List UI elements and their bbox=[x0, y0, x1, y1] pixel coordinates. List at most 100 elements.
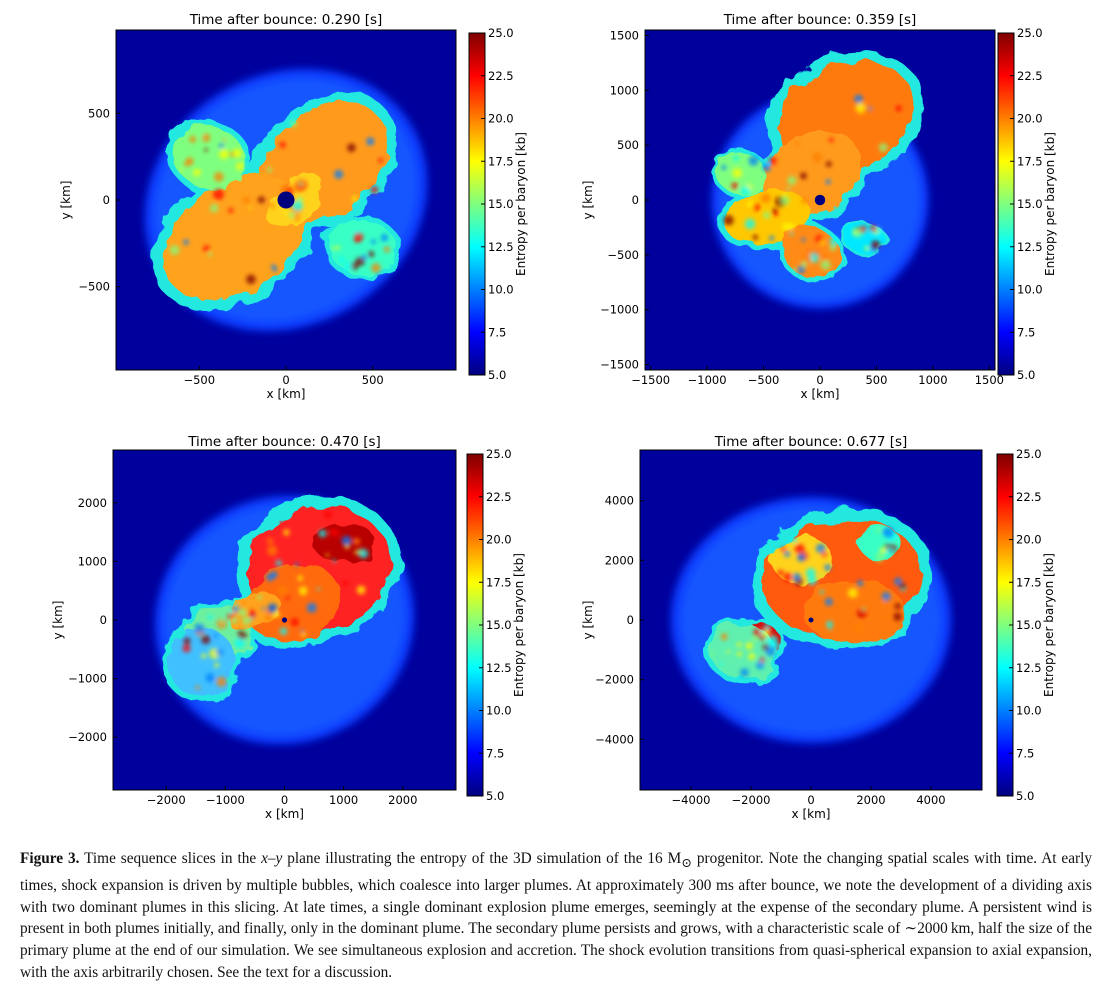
colorbar-tick-label: 20.0 bbox=[1016, 533, 1042, 547]
x-tick-label: 500 bbox=[865, 373, 887, 387]
turbulent-structure bbox=[710, 527, 907, 677]
plume-lobes bbox=[163, 102, 397, 301]
colorbar-tick-label: 25.0 bbox=[1017, 26, 1043, 40]
x-tick-label: 4000 bbox=[916, 793, 945, 807]
x-axis-label: x [km] bbox=[792, 807, 831, 821]
x-tick-label: 0 bbox=[816, 373, 823, 387]
proto-neutron-star bbox=[808, 617, 814, 623]
colorbar-label: Entropy per baryon [kb] bbox=[512, 553, 526, 697]
colorbar-tick-label: 5.0 bbox=[1017, 368, 1035, 382]
colorbar-tick-label: 25.0 bbox=[1016, 447, 1042, 461]
plume-lobe bbox=[246, 563, 341, 642]
colorbar-tick-label: 22.5 bbox=[488, 69, 514, 83]
colorbar-tick-label: 7.5 bbox=[1016, 746, 1034, 760]
y-tick-label: 2000 bbox=[605, 553, 634, 567]
colorbar-tick-label: 10.0 bbox=[1017, 283, 1043, 297]
colorbar-tick-label: 22.5 bbox=[1017, 69, 1043, 83]
sun-symbol: ⊙ bbox=[681, 856, 692, 871]
colorbar-tick-label: 25.0 bbox=[486, 447, 512, 461]
colorbar-tick-label: 25.0 bbox=[488, 26, 514, 40]
y-tick-label: 500 bbox=[617, 138, 639, 152]
figure-caption: Figure 3. Time sequence slices in the x–… bbox=[20, 848, 1092, 984]
entropy-slice-image bbox=[144, 68, 428, 332]
panel-4: −4000 −2000 0 2000 4000 −4000 −2000 0 2000 4000 Ti… bbox=[581, 434, 1056, 821]
y-tick-label: 1500 bbox=[610, 28, 639, 42]
y-axis-label: y [km] bbox=[581, 601, 595, 640]
colorbar-tick-label: 12.5 bbox=[1016, 661, 1042, 675]
caption-text-after: progenitor. Note the changing spatial sc… bbox=[20, 850, 1092, 982]
y-tick-label: 0 bbox=[103, 193, 110, 207]
colorbar-label: Entropy per baryon [kb] bbox=[514, 132, 528, 276]
colorbar-tick-label: 7.5 bbox=[486, 746, 504, 760]
x-tick-label: 1500 bbox=[975, 373, 1004, 387]
proto-neutron-star bbox=[277, 191, 295, 209]
colorbar-tick-label: 15.0 bbox=[1016, 618, 1042, 632]
x-tick-label: −2000 bbox=[732, 793, 771, 807]
y-tick-label: −2000 bbox=[68, 730, 107, 744]
colorbar-tick-label: 5.0 bbox=[1016, 789, 1034, 803]
colorbar-tick-label: 20.0 bbox=[488, 112, 514, 126]
y-tick-label: 2000 bbox=[78, 496, 107, 510]
colorbar-tick-label: 10.0 bbox=[488, 283, 514, 297]
colorbar-tick-label: 17.5 bbox=[488, 154, 514, 168]
colorbar-tick-label: 7.5 bbox=[488, 325, 506, 339]
colorbar-tick-label: 15.0 bbox=[1017, 197, 1043, 211]
y-axis-label: y [km] bbox=[51, 601, 65, 640]
colorbar-tick-label: 22.5 bbox=[486, 490, 512, 504]
x-tick-label: 0 bbox=[807, 793, 814, 807]
y-tick-label: −4000 bbox=[595, 732, 634, 746]
x-tick-label: −4000 bbox=[672, 793, 711, 807]
colorbar-tick-label: 20.0 bbox=[1017, 112, 1043, 126]
panel-title: Time after bounce: 0.677 [s] bbox=[714, 434, 908, 450]
turbulent-structure bbox=[182, 510, 369, 690]
entropy-slice-image bbox=[670, 496, 952, 744]
colorbar-tick-label: 20.0 bbox=[486, 533, 512, 547]
colorbar-tick-label: 15.0 bbox=[488, 197, 514, 211]
x-tick-label: −1000 bbox=[206, 793, 245, 807]
y-axis-label: y [km] bbox=[59, 181, 73, 220]
x-tick-label: −500 bbox=[183, 373, 215, 387]
proto-neutron-star bbox=[814, 194, 826, 206]
x-tick-label: 0 bbox=[281, 793, 288, 807]
entropy-slice-image bbox=[154, 494, 415, 745]
colorbar-tick-label: 12.5 bbox=[1017, 240, 1043, 254]
colorbar-tick-label: 10.0 bbox=[1016, 704, 1042, 718]
x-axis-label: x [km] bbox=[801, 387, 840, 401]
caption-plane: x–y bbox=[261, 850, 283, 867]
y-tick-label: 4000 bbox=[605, 494, 634, 508]
caption-label: Figure 3. bbox=[20, 850, 80, 867]
panel-1: −500 0 500 −500 0 500 Time after bounce: 0.290… bbox=[59, 12, 528, 401]
y-tick-label: 1000 bbox=[78, 554, 107, 568]
turbulent-structure bbox=[721, 94, 902, 274]
x-tick-label: 1000 bbox=[329, 793, 358, 807]
entropy-slice-image bbox=[711, 51, 929, 309]
proto-neutron-star bbox=[281, 617, 288, 623]
x-tick-label: 1000 bbox=[918, 373, 947, 387]
colorbar-label: Entropy per baryon [kb] bbox=[1042, 553, 1056, 697]
colorbar-tick-label: 10.0 bbox=[486, 704, 512, 718]
colorbar-tick-label: 17.5 bbox=[1017, 154, 1043, 168]
panel-3: −2000 −1000 0 1000 2000 −2000 −1000 0 1000 2000 Ti… bbox=[51, 434, 526, 821]
x-tick-label: −1500 bbox=[631, 373, 670, 387]
plume-lobe bbox=[328, 220, 397, 276]
colorbar-tick-label: 5.0 bbox=[486, 789, 504, 803]
caption-text-before: Time sequence slices in the bbox=[84, 850, 262, 867]
x-tick-label: −2000 bbox=[147, 793, 186, 807]
y-tick-label: −1500 bbox=[600, 358, 639, 372]
colorbar-tick-label: 5.0 bbox=[488, 368, 506, 382]
panel-2: −1500 −1000 −500 0 500 1000 1500 −1500 −1000 −500… bbox=[581, 12, 1057, 401]
y-tick-label: −2000 bbox=[595, 673, 634, 687]
x-tick-label: −1000 bbox=[688, 373, 727, 387]
y-tick-label: −1000 bbox=[600, 303, 639, 317]
x-axis-label: x [km] bbox=[265, 807, 304, 821]
x-axis-label: x [km] bbox=[267, 387, 306, 401]
y-tick-label: 0 bbox=[627, 613, 634, 627]
colorbar-tick-label: 7.5 bbox=[1017, 325, 1035, 339]
y-tick-label: −500 bbox=[607, 248, 639, 262]
colorbar-tick-label: 17.5 bbox=[1016, 575, 1042, 589]
caption-text-mid: plane illustrating the entropy of the 3D… bbox=[282, 850, 682, 867]
panel-title: Time after bounce: 0.359 [s] bbox=[723, 12, 917, 28]
y-tick-label: −1000 bbox=[68, 672, 107, 686]
colorbar-tick-label: 15.0 bbox=[486, 618, 512, 632]
x-tick-label: 0 bbox=[282, 373, 289, 387]
